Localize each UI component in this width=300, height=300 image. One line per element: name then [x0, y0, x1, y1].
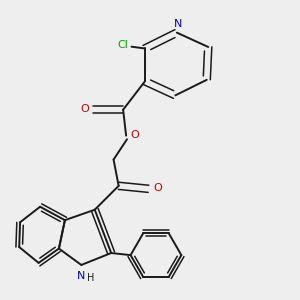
Text: O: O — [80, 104, 89, 114]
Text: Cl: Cl — [117, 40, 128, 50]
Text: O: O — [153, 183, 162, 193]
Text: N: N — [174, 19, 183, 29]
Text: N: N — [76, 271, 85, 281]
Text: H: H — [87, 273, 94, 283]
Text: O: O — [130, 130, 139, 140]
